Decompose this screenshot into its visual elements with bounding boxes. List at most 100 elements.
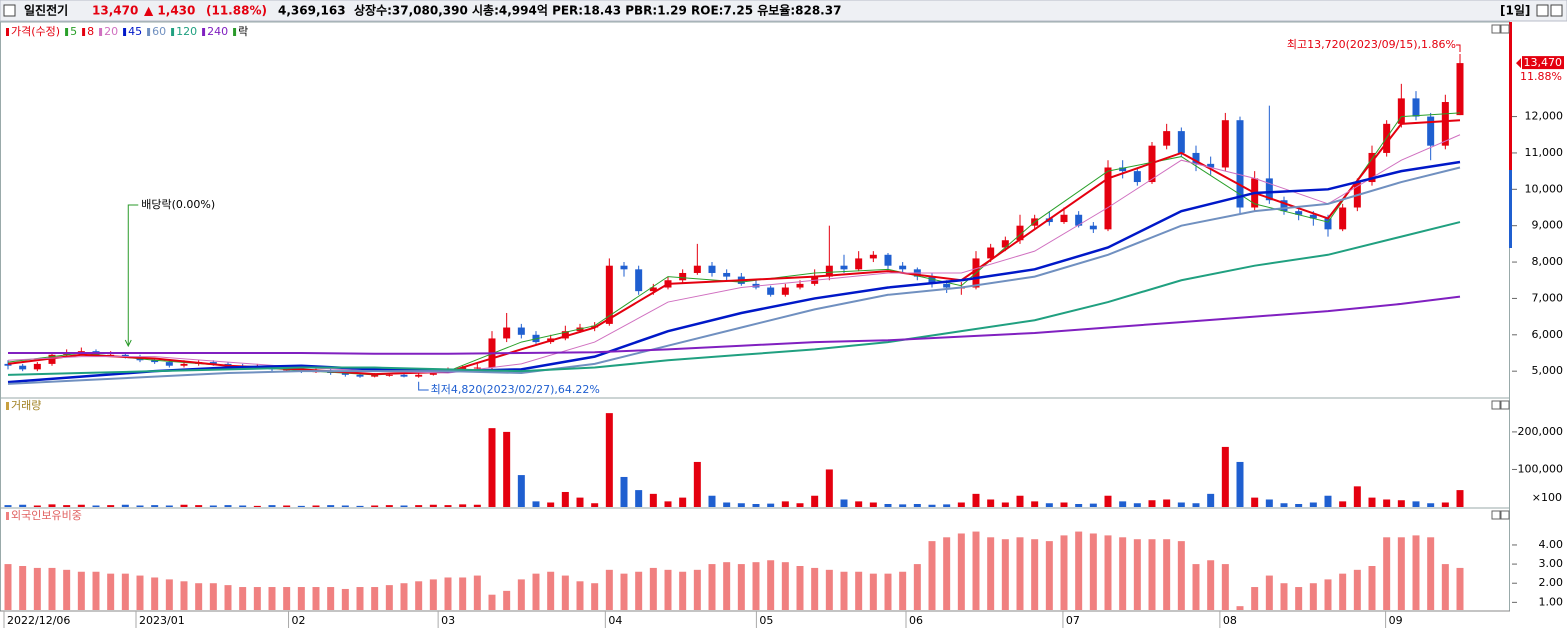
bar	[385, 505, 393, 507]
bar	[620, 476, 628, 507]
bar	[591, 503, 599, 507]
y-tick-label: 8,000	[1532, 255, 1564, 268]
candle-body	[1119, 167, 1127, 172]
moving-average	[7, 134, 1461, 374]
candle-body	[1368, 152, 1376, 183]
panel-button[interactable]	[1500, 24, 1510, 34]
x-tick-label: 09	[1389, 614, 1403, 627]
y-tick-label: 12,000	[1525, 110, 1564, 123]
bar	[1221, 564, 1229, 610]
y-tick-label: 7,000	[1532, 291, 1564, 304]
bar	[400, 583, 408, 610]
candle-body	[356, 374, 364, 377]
bar	[1163, 499, 1171, 507]
bar	[283, 587, 291, 610]
bar	[987, 499, 995, 507]
panel-button[interactable]	[1491, 400, 1501, 410]
bar	[1295, 503, 1303, 507]
candle-body	[1427, 116, 1435, 146]
bar	[708, 564, 716, 610]
x-tick-label: 05	[759, 614, 773, 627]
bar	[459, 504, 467, 507]
bar	[107, 505, 115, 507]
bar	[429, 504, 437, 507]
candle-body	[121, 354, 129, 357]
legend-label: 5	[70, 25, 77, 38]
candle-body	[884, 254, 892, 266]
bar	[1104, 535, 1112, 610]
candle-body	[1133, 171, 1141, 183]
candle-body	[33, 363, 41, 370]
annotation-arrow	[1456, 44, 1461, 53]
bar	[928, 504, 936, 507]
window-button[interactable]	[1536, 4, 1549, 17]
bar	[1045, 503, 1053, 507]
bar	[1148, 500, 1156, 507]
bar	[1236, 606, 1244, 610]
candle-body	[1016, 225, 1024, 241]
bar	[561, 491, 569, 507]
legend-swatch	[147, 28, 151, 36]
candle-body	[1075, 214, 1083, 226]
legend-label: 가격(수정)	[11, 25, 60, 38]
bar	[517, 475, 525, 507]
bar	[1089, 533, 1097, 610]
bar	[1383, 499, 1391, 507]
candle-body	[928, 276, 936, 284]
bar	[239, 587, 247, 610]
candle-body	[679, 272, 687, 281]
candle-body	[1324, 218, 1332, 230]
candle-body	[1397, 98, 1405, 124]
bar	[1133, 503, 1141, 507]
bar	[1177, 541, 1185, 610]
bar	[121, 504, 129, 507]
bar	[605, 413, 613, 507]
legend-label: 120	[176, 25, 197, 38]
bar	[180, 504, 188, 507]
bar	[1353, 486, 1361, 507]
legend-swatch	[82, 28, 86, 36]
panel-button[interactable]	[1500, 400, 1510, 410]
bar	[312, 505, 320, 507]
bar	[1119, 537, 1127, 610]
candle-body	[341, 372, 349, 375]
panel-button[interactable]	[1491, 24, 1501, 34]
bar	[1163, 539, 1171, 610]
bar	[664, 569, 672, 610]
legend-label: 외국인보유비중	[11, 509, 82, 522]
panel-button[interactable]	[1491, 510, 1501, 520]
bar	[371, 587, 379, 610]
checkbox[interactable]	[3, 4, 16, 17]
candle-body	[1060, 214, 1068, 223]
window-button[interactable]	[1550, 4, 1563, 17]
y-tick-label: 3.00	[1539, 557, 1564, 570]
period[interactable]: [1일]	[1500, 4, 1530, 18]
volume: 4,369,163	[278, 4, 346, 18]
bar	[1427, 503, 1435, 507]
panel-button[interactable]	[1500, 510, 1510, 520]
bar	[899, 571, 907, 610]
bar	[327, 587, 335, 610]
candle-body	[165, 362, 173, 366]
candle-body	[796, 283, 804, 288]
bar	[1060, 502, 1068, 507]
bar	[781, 562, 789, 610]
bar	[840, 571, 848, 610]
candle-body	[1089, 225, 1097, 230]
bar	[1353, 569, 1361, 610]
candle-body	[1441, 102, 1449, 146]
bar	[1207, 493, 1215, 507]
bar	[913, 564, 921, 610]
bar	[1060, 535, 1068, 610]
bar	[165, 505, 173, 507]
bar	[972, 493, 980, 507]
bar	[899, 504, 907, 507]
bar	[943, 537, 951, 610]
legend-swatch	[99, 28, 103, 36]
dividend-marker	[124, 204, 139, 348]
candle-body	[400, 374, 408, 377]
candle-body	[649, 287, 657, 292]
y-tick-label: 6,000	[1532, 328, 1564, 341]
bar	[957, 533, 965, 610]
bar	[547, 571, 555, 610]
